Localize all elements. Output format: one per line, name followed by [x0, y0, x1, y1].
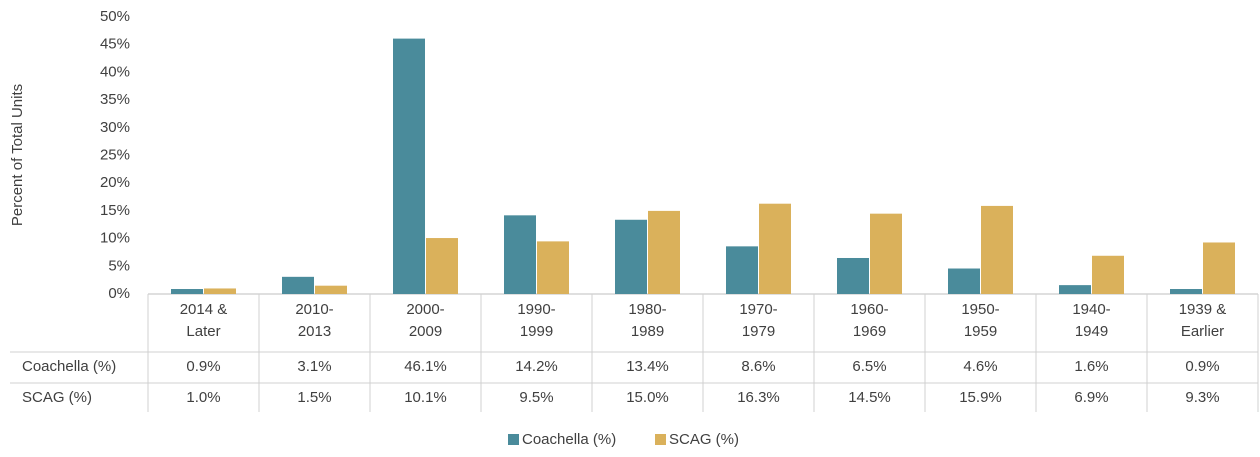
- bar: [537, 241, 569, 294]
- x-tick-label: 2000-: [406, 301, 444, 318]
- table-value: 3.1%: [297, 358, 331, 375]
- x-tick-label: 1950-: [961, 301, 999, 318]
- legend-swatch: [655, 434, 666, 445]
- bar: [393, 38, 425, 294]
- x-tick-label: 2010-: [295, 301, 333, 318]
- table-value: 9.5%: [519, 389, 553, 406]
- bar: [204, 288, 236, 294]
- bar: [315, 285, 347, 294]
- y-tick-label: 30%: [100, 119, 130, 136]
- x-tick-label: 1940-: [1072, 301, 1110, 318]
- table-value: 16.3%: [737, 389, 780, 406]
- x-tick-label: Earlier: [1181, 323, 1224, 340]
- legend-label: SCAG (%): [669, 431, 739, 448]
- bar: [426, 238, 458, 294]
- bar: [171, 289, 203, 294]
- table-value: 0.9%: [1185, 358, 1219, 375]
- bar: [1170, 289, 1202, 294]
- y-tick-label: 25%: [100, 146, 130, 163]
- table-value: 1.6%: [1074, 358, 1108, 375]
- legend-swatch: [508, 434, 519, 445]
- table-value: 15.0%: [626, 389, 669, 406]
- bar: [504, 215, 536, 294]
- bar: [1059, 285, 1091, 294]
- table-value: 4.6%: [963, 358, 997, 375]
- table-value: 15.9%: [959, 389, 1002, 406]
- x-tick-label: 2009: [409, 323, 442, 340]
- bar: [948, 268, 980, 294]
- x-tick-label: 1970-: [739, 301, 777, 318]
- table-value: 13.4%: [626, 358, 669, 375]
- bar: [282, 276, 314, 294]
- x-tick-label: 1969: [853, 323, 886, 340]
- x-tick-label: 1959: [964, 323, 997, 340]
- y-tick-label: 50%: [100, 8, 130, 25]
- y-tick-label: 0%: [108, 285, 130, 302]
- y-tick-label: 20%: [100, 174, 130, 191]
- x-tick-label: 1989: [631, 323, 664, 340]
- table-row-label: SCAG (%): [22, 389, 92, 406]
- bar: [981, 205, 1013, 294]
- table-value: 14.5%: [848, 389, 891, 406]
- table-value: 46.1%: [404, 358, 447, 375]
- x-tick-label: 2013: [298, 323, 331, 340]
- x-tick-label: 1960-: [850, 301, 888, 318]
- y-tick-label: 45%: [100, 36, 130, 53]
- table-value: 0.9%: [186, 358, 220, 375]
- bar: [726, 246, 758, 294]
- table-value: 6.5%: [852, 358, 886, 375]
- bar: [837, 257, 869, 294]
- x-tick-label: Later: [186, 323, 220, 340]
- bar: [615, 219, 647, 294]
- x-tick-label: 2014 &: [180, 301, 228, 318]
- table-value: 14.2%: [515, 358, 558, 375]
- x-tick-label: 1980-: [628, 301, 666, 318]
- y-axis-title: Percent of Total Units: [9, 84, 26, 226]
- x-tick-label: 1949: [1075, 323, 1108, 340]
- table-value: 6.9%: [1074, 389, 1108, 406]
- table-value: 8.6%: [741, 358, 775, 375]
- bar: [1092, 255, 1124, 294]
- table-value: 1.5%: [297, 389, 331, 406]
- table-value: 10.1%: [404, 389, 447, 406]
- bar: [759, 203, 791, 294]
- y-tick-label: 40%: [100, 63, 130, 80]
- table-row-label: Coachella (%): [22, 358, 116, 375]
- table-value: 1.0%: [186, 389, 220, 406]
- y-tick-label: 35%: [100, 91, 130, 108]
- bar: [1203, 242, 1235, 294]
- y-tick-label: 10%: [100, 230, 130, 247]
- x-tick-label: 1999: [520, 323, 553, 340]
- x-tick-label: 1979: [742, 323, 775, 340]
- y-tick-label: 15%: [100, 202, 130, 219]
- bar: [870, 213, 902, 294]
- y-tick-label: 5%: [108, 257, 130, 274]
- bar: [648, 210, 680, 294]
- legend-label: Coachella (%): [522, 431, 616, 448]
- table-value: 9.3%: [1185, 389, 1219, 406]
- x-tick-label: 1990-: [517, 301, 555, 318]
- x-tick-label: 1939 &: [1179, 301, 1227, 318]
